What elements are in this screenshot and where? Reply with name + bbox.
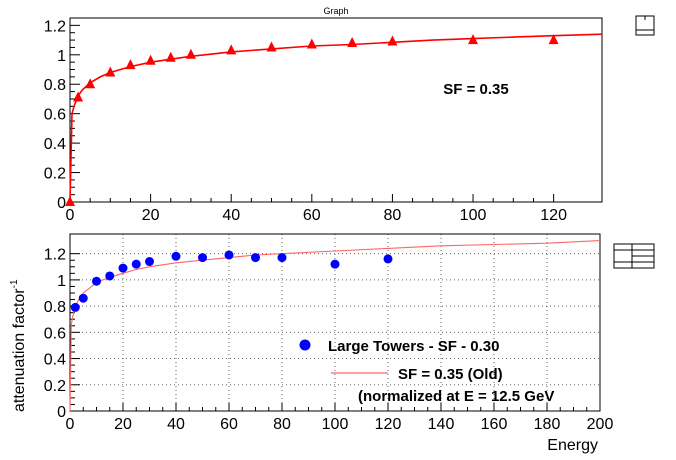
y-tick-label: 0: [57, 195, 66, 212]
triangle-point: [548, 34, 559, 45]
legend-entry-normalized: (normalized at E = 12.5 GeV: [358, 388, 554, 405]
tower-point: [118, 263, 128, 273]
y-tick-label: 0.2: [44, 166, 66, 183]
tower-point: [330, 259, 340, 269]
x-tick-label: 100: [460, 207, 487, 224]
triangle-point: [85, 78, 96, 89]
y-tick-label: 0.4: [44, 136, 66, 153]
tower-point: [383, 254, 393, 264]
y-tick-label: 0: [57, 404, 66, 421]
tower-point: [251, 253, 260, 263]
bottom-axis-ticks: 0 20 40 60 80 100 120 140 160 180 200 0 0.2 0.4 0.6 0.8…: [44, 247, 614, 433]
triangle-point: [125, 59, 136, 70]
triangle-point: [266, 41, 277, 52]
y-tick-label: 1: [57, 273, 66, 290]
series-line-1-1: [69, 240, 601, 412]
tower-point: [198, 253, 207, 263]
legend-toggle-icon[interactable]: [613, 243, 655, 269]
triangle-point: [387, 35, 398, 46]
y-tick-label: 1: [57, 48, 66, 65]
x-tick-label: 60: [220, 416, 238, 433]
y-tick-label: 0.8: [44, 77, 66, 94]
pad-toggle-icon[interactable]: [635, 15, 655, 36]
legend: Large Towers - SF - 0.30 SF = 0.35 (Old)…: [299, 338, 554, 405]
tower-point: [145, 257, 154, 267]
triangle-point: [306, 38, 317, 49]
x-tick-label: 0: [66, 416, 75, 433]
bottom-grid: [70, 234, 600, 411]
tower-point: [131, 259, 141, 269]
y-tick-label: 1.2: [44, 18, 66, 35]
x-tick-label: 140: [428, 416, 455, 433]
x-tick-label: 60: [303, 207, 321, 224]
top-plot: 0 20 40 60 80 100 120 0 0.2 0.4 0.6 0.8 1 1.2 SF = 0.…: [44, 17, 603, 224]
x-tick-label: 120: [540, 207, 567, 224]
x-tick-label: 200: [587, 416, 614, 433]
x-tick-label: 80: [384, 207, 402, 224]
y-tick-label: 1.2: [44, 247, 66, 264]
y-tick-label: 0.6: [44, 325, 66, 342]
y-tick-label: 0.6: [44, 107, 66, 124]
top-data-marks: [65, 33, 603, 206]
tower-point: [105, 271, 115, 281]
top-annotation: SF = 0.35: [443, 81, 508, 98]
bottom-data-marks: [69, 240, 601, 412]
x-tick-label: 40: [222, 207, 240, 224]
top-axis-ticks: 0 20 40 60 80 100 120 0 0.2 0.4 0.6 0.8 1 1.2: [44, 18, 567, 224]
triangle-point: [145, 54, 156, 65]
x-axis-label: Energy: [547, 437, 598, 454]
tower-point: [78, 293, 88, 303]
triangle-point: [185, 48, 196, 59]
tower-point: [70, 302, 80, 312]
tower-point: [92, 276, 101, 286]
y-tick-label: 0.2: [44, 378, 66, 395]
bottom-plot: 0 20 40 60 80 100 120 140 160 180 200 0 0.2 0.4 0.6 0.8…: [9, 233, 614, 454]
y-tick-label: 0.8: [44, 299, 66, 316]
x-tick-label: 20: [114, 416, 132, 433]
x-tick-label: 180: [534, 416, 561, 433]
x-tick-label: 120: [375, 416, 402, 433]
triangle-point: [226, 44, 237, 55]
top-plot-frame: [69, 17, 603, 203]
x-tick-label: 20: [142, 207, 160, 224]
tower-point: [277, 253, 287, 263]
y-axis-label: attenuation factor-1: [9, 279, 28, 412]
y-axis-label-text: attenuation factor: [11, 288, 28, 412]
tower-point: [224, 250, 234, 260]
x-tick-label: 40: [167, 416, 185, 433]
triangle-point: [65, 196, 75, 206]
y-tick-label: 0.4: [44, 352, 66, 369]
x-tick-label: 0: [66, 207, 75, 224]
triangle-point: [165, 51, 176, 62]
legend-entry-old: SF = 0.35 (Old): [398, 366, 503, 383]
graph-title: Graph: [323, 6, 348, 16]
triangle-point: [347, 37, 358, 48]
x-tick-label: 160: [481, 416, 508, 433]
legend-marker-towers: [299, 339, 311, 351]
x-tick-label: 80: [273, 416, 291, 433]
tower-point: [171, 251, 181, 261]
y-axis-label-superscript: -1: [9, 279, 20, 288]
triangle-point: [73, 91, 84, 102]
triangle-point: [468, 34, 479, 45]
x-tick-label: 100: [322, 416, 349, 433]
legend-entry-towers: Large Towers - SF - 0.30: [328, 338, 499, 355]
triangle-point: [105, 66, 116, 77]
